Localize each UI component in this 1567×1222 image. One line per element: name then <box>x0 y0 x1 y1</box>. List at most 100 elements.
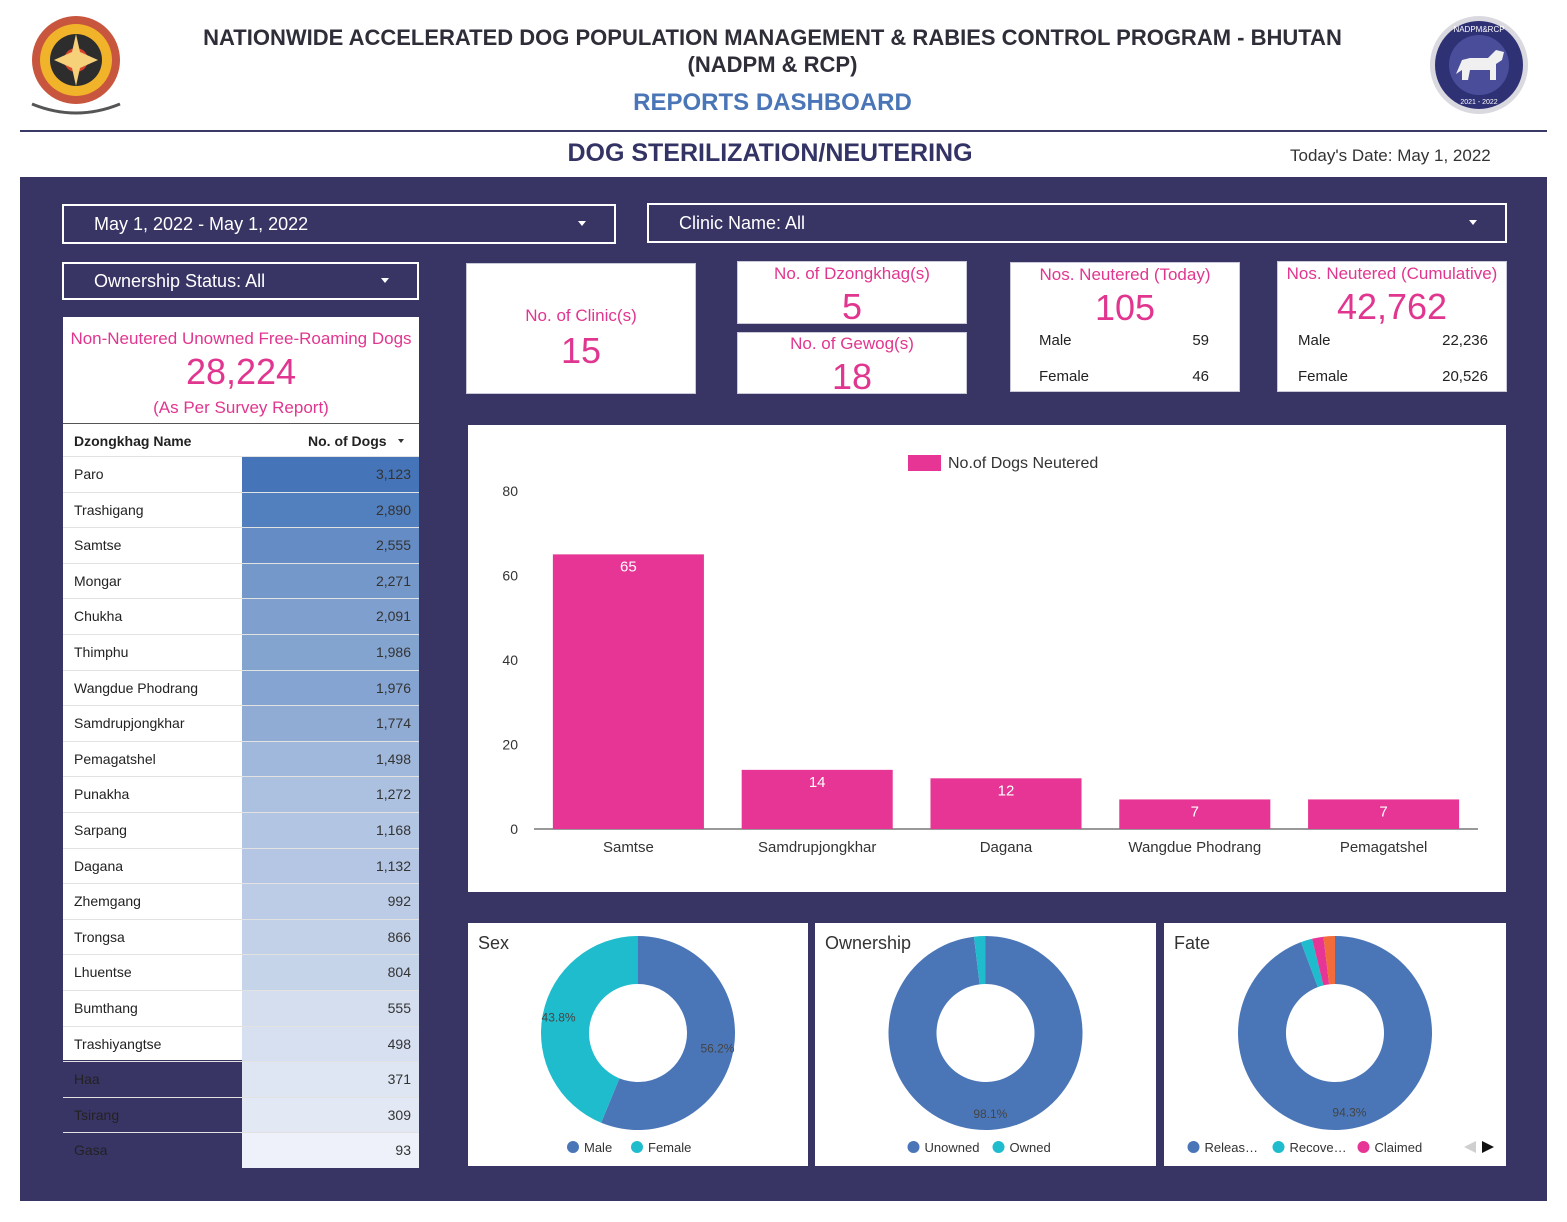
bar-data-label: 65 <box>620 558 637 575</box>
dashboard-label: REPORTS DASHBOARD <box>633 89 912 116</box>
chevron-down-icon[interactable] <box>578 221 586 226</box>
date-range-value: May 1, 2022 - May 1, 2022 <box>94 213 309 234</box>
dzongkhag-name: Trashigang <box>74 501 144 518</box>
donut-slice[interactable] <box>541 936 638 1123</box>
table-row[interactable]: Chukha 2,091 <box>63 598 419 634</box>
bar-chart-svg: No.of Dogs Neutered 0 20 40 60 80 65 Samtse 14 Sa… <box>502 455 1478 856</box>
dog-count-cell: 555 <box>242 991 419 1026</box>
donut-slice[interactable] <box>1312 936 1330 986</box>
survey-value: 28,224 <box>185 351 297 392</box>
dzongkhag-name: Wangdue Phodrang <box>74 679 199 696</box>
table-row[interactable]: Mongar 2,271 <box>63 562 419 599</box>
dog-count-value: 1,498 <box>375 750 411 767</box>
donut-slice[interactable] <box>888 936 1083 1130</box>
table-row[interactable]: Paro 3,123 <box>63 456 419 492</box>
today-date: Today's Date: May 1, 2022 <box>1290 146 1491 165</box>
dog-count-cell: 866 <box>242 919 419 955</box>
chevron-down-icon[interactable] <box>1469 220 1477 225</box>
clinics-kpi-card: No. of Clinic(s) 15 <box>466 263 696 394</box>
program-acronym: (NADPM & RCP) <box>687 52 858 77</box>
table-row[interactable]: Zhemgang 992 <box>63 883 419 919</box>
dzongkhag-name: Punakha <box>74 786 130 803</box>
dog-count-cell: 1,774 <box>242 706 419 741</box>
dog-count-value: 1,132 <box>375 857 411 874</box>
x-tick-label: Samdrupjongkhar <box>758 839 876 856</box>
bar-data-label: 12 <box>998 782 1015 799</box>
dog-count-value: 1,976 <box>375 679 411 696</box>
dog-count-cell: 1,168 <box>242 813 419 848</box>
column-header-count[interactable]: No. of Dogs <box>308 433 387 449</box>
dog-count-cell: 498 <box>242 1026 419 1062</box>
dog-count-cell: 992 <box>242 884 419 919</box>
table-row[interactable]: Trongsa 866 <box>63 918 419 955</box>
legend-dot <box>907 1141 920 1153</box>
chevron-down-icon[interactable] <box>381 278 389 283</box>
slice-value-label: 94.3% <box>1332 1106 1366 1120</box>
slice-value-label: 43.8% <box>542 1010 576 1024</box>
slice-value-label: 98.1% <box>973 1107 1007 1121</box>
clinic-filter[interactable]: Clinic Name: All <box>647 203 1507 243</box>
table-row[interactable]: Haa 371 <box>63 1061 419 1097</box>
table-row[interactable]: Lhuentse 804 <box>63 954 419 990</box>
bar <box>1308 799 1460 829</box>
male-count: 22,236 <box>1442 332 1488 349</box>
survey-card: Non-Neutered Unowned Free-Roaming Dogs 2… <box>63 317 419 424</box>
table-row[interactable]: Tsirang 309 <box>63 1096 419 1133</box>
bar <box>1119 799 1271 829</box>
table-row[interactable]: Trashiyangtse 498 <box>63 1025 419 1062</box>
donut-slice[interactable] <box>601 936 735 1130</box>
table-row[interactable]: Sarpang 1,168 <box>63 812 419 848</box>
bar-data-label: 14 <box>809 774 826 791</box>
legend-label: Unowned <box>925 1140 980 1155</box>
legend-swatch <box>908 455 941 471</box>
clinics-kpi-label: No. of Clinic(s) <box>525 306 637 325</box>
dog-count-value: 2,555 <box>375 537 411 554</box>
donut-slice[interactable] <box>1300 938 1324 988</box>
fate-donut-chart: 94.3% Releas… Recove… Claimed <box>1187 936 1494 1155</box>
dog-count-value: 3,123 <box>375 466 411 482</box>
gewogs-kpi-card: No. of Gewog(s) 18 <box>737 332 967 397</box>
royal-emblem-icon <box>31 16 121 115</box>
table-row[interactable]: Dagana 1,132 <box>63 847 419 884</box>
bar <box>930 778 1082 829</box>
dog-count-cell: 371 <box>242 1062 419 1097</box>
date-range-filter[interactable]: May 1, 2022 - May 1, 2022 <box>62 204 616 244</box>
dog-count-value: 1,168 <box>375 822 411 838</box>
table-row[interactable]: Thimphu 1,986 <box>63 634 419 670</box>
table-row[interactable]: Pemagatshel 1,498 <box>63 740 419 777</box>
dzongkhag-name: Gasa <box>74 1142 108 1159</box>
legend-prev-icon[interactable] <box>1464 1141 1476 1153</box>
donut-slice[interactable] <box>1323 936 1335 985</box>
bar <box>552 554 704 829</box>
dzongkhag-name: Chukha <box>74 608 123 625</box>
table-row[interactable]: Trashigang 2,890 <box>63 491 419 528</box>
table-row[interactable]: Bumthang 555 <box>63 990 419 1026</box>
table-row[interactable]: Samtse 2,555 <box>63 527 419 563</box>
dog-count-cell: 93 <box>242 1133 419 1168</box>
header: NATIONWIDE ACCELERATED DOG POPULATION MA… <box>0 0 1567 176</box>
ownership-filter[interactable]: Ownership Status: All <box>62 262 419 300</box>
female-count: 46 <box>1192 368 1209 385</box>
legend-next-icon[interactable] <box>1482 1141 1494 1153</box>
dog-count-cell: 3,123 <box>242 457 419 492</box>
donut-slice[interactable] <box>973 936 986 985</box>
table-row[interactable]: Samdrupjongkhar 1,774 <box>63 705 419 741</box>
sex-chart-title: Sex <box>478 933 510 953</box>
x-tick-label: Dagana <box>980 839 1033 856</box>
legend-label: Releas… <box>1205 1140 1258 1155</box>
dzongkhag-name: Haa <box>74 1071 100 1088</box>
dog-count-value: 2,890 <box>375 501 411 518</box>
svg-text:NADPM&RCP: NADPM&RCP <box>1453 25 1504 34</box>
sex-donut-chart: 56.2% 43.8% Male Female <box>541 936 735 1155</box>
program-badge-icon: NADPM&RCP 2021 - 2022 <box>1430 16 1528 114</box>
table-row[interactable]: Gasa 93 <box>63 1132 419 1168</box>
x-tick-label: Wangdue Phodrang <box>1128 839 1261 856</box>
dog-count-cell: 1,272 <box>242 777 419 812</box>
column-header-name[interactable]: Dzongkhag Name <box>74 433 192 449</box>
sort-desc-icon[interactable] <box>398 439 404 443</box>
table-row[interactable]: Wangdue Phodrang 1,976 <box>63 669 419 706</box>
table-row[interactable]: Punakha 1,272 <box>63 776 419 812</box>
donut-slice[interactable] <box>1238 936 1432 1130</box>
survey-label: Non-Neutered Unowned Free-Roaming Dogs <box>70 329 412 348</box>
dog-count-value: 498 <box>387 1035 411 1052</box>
